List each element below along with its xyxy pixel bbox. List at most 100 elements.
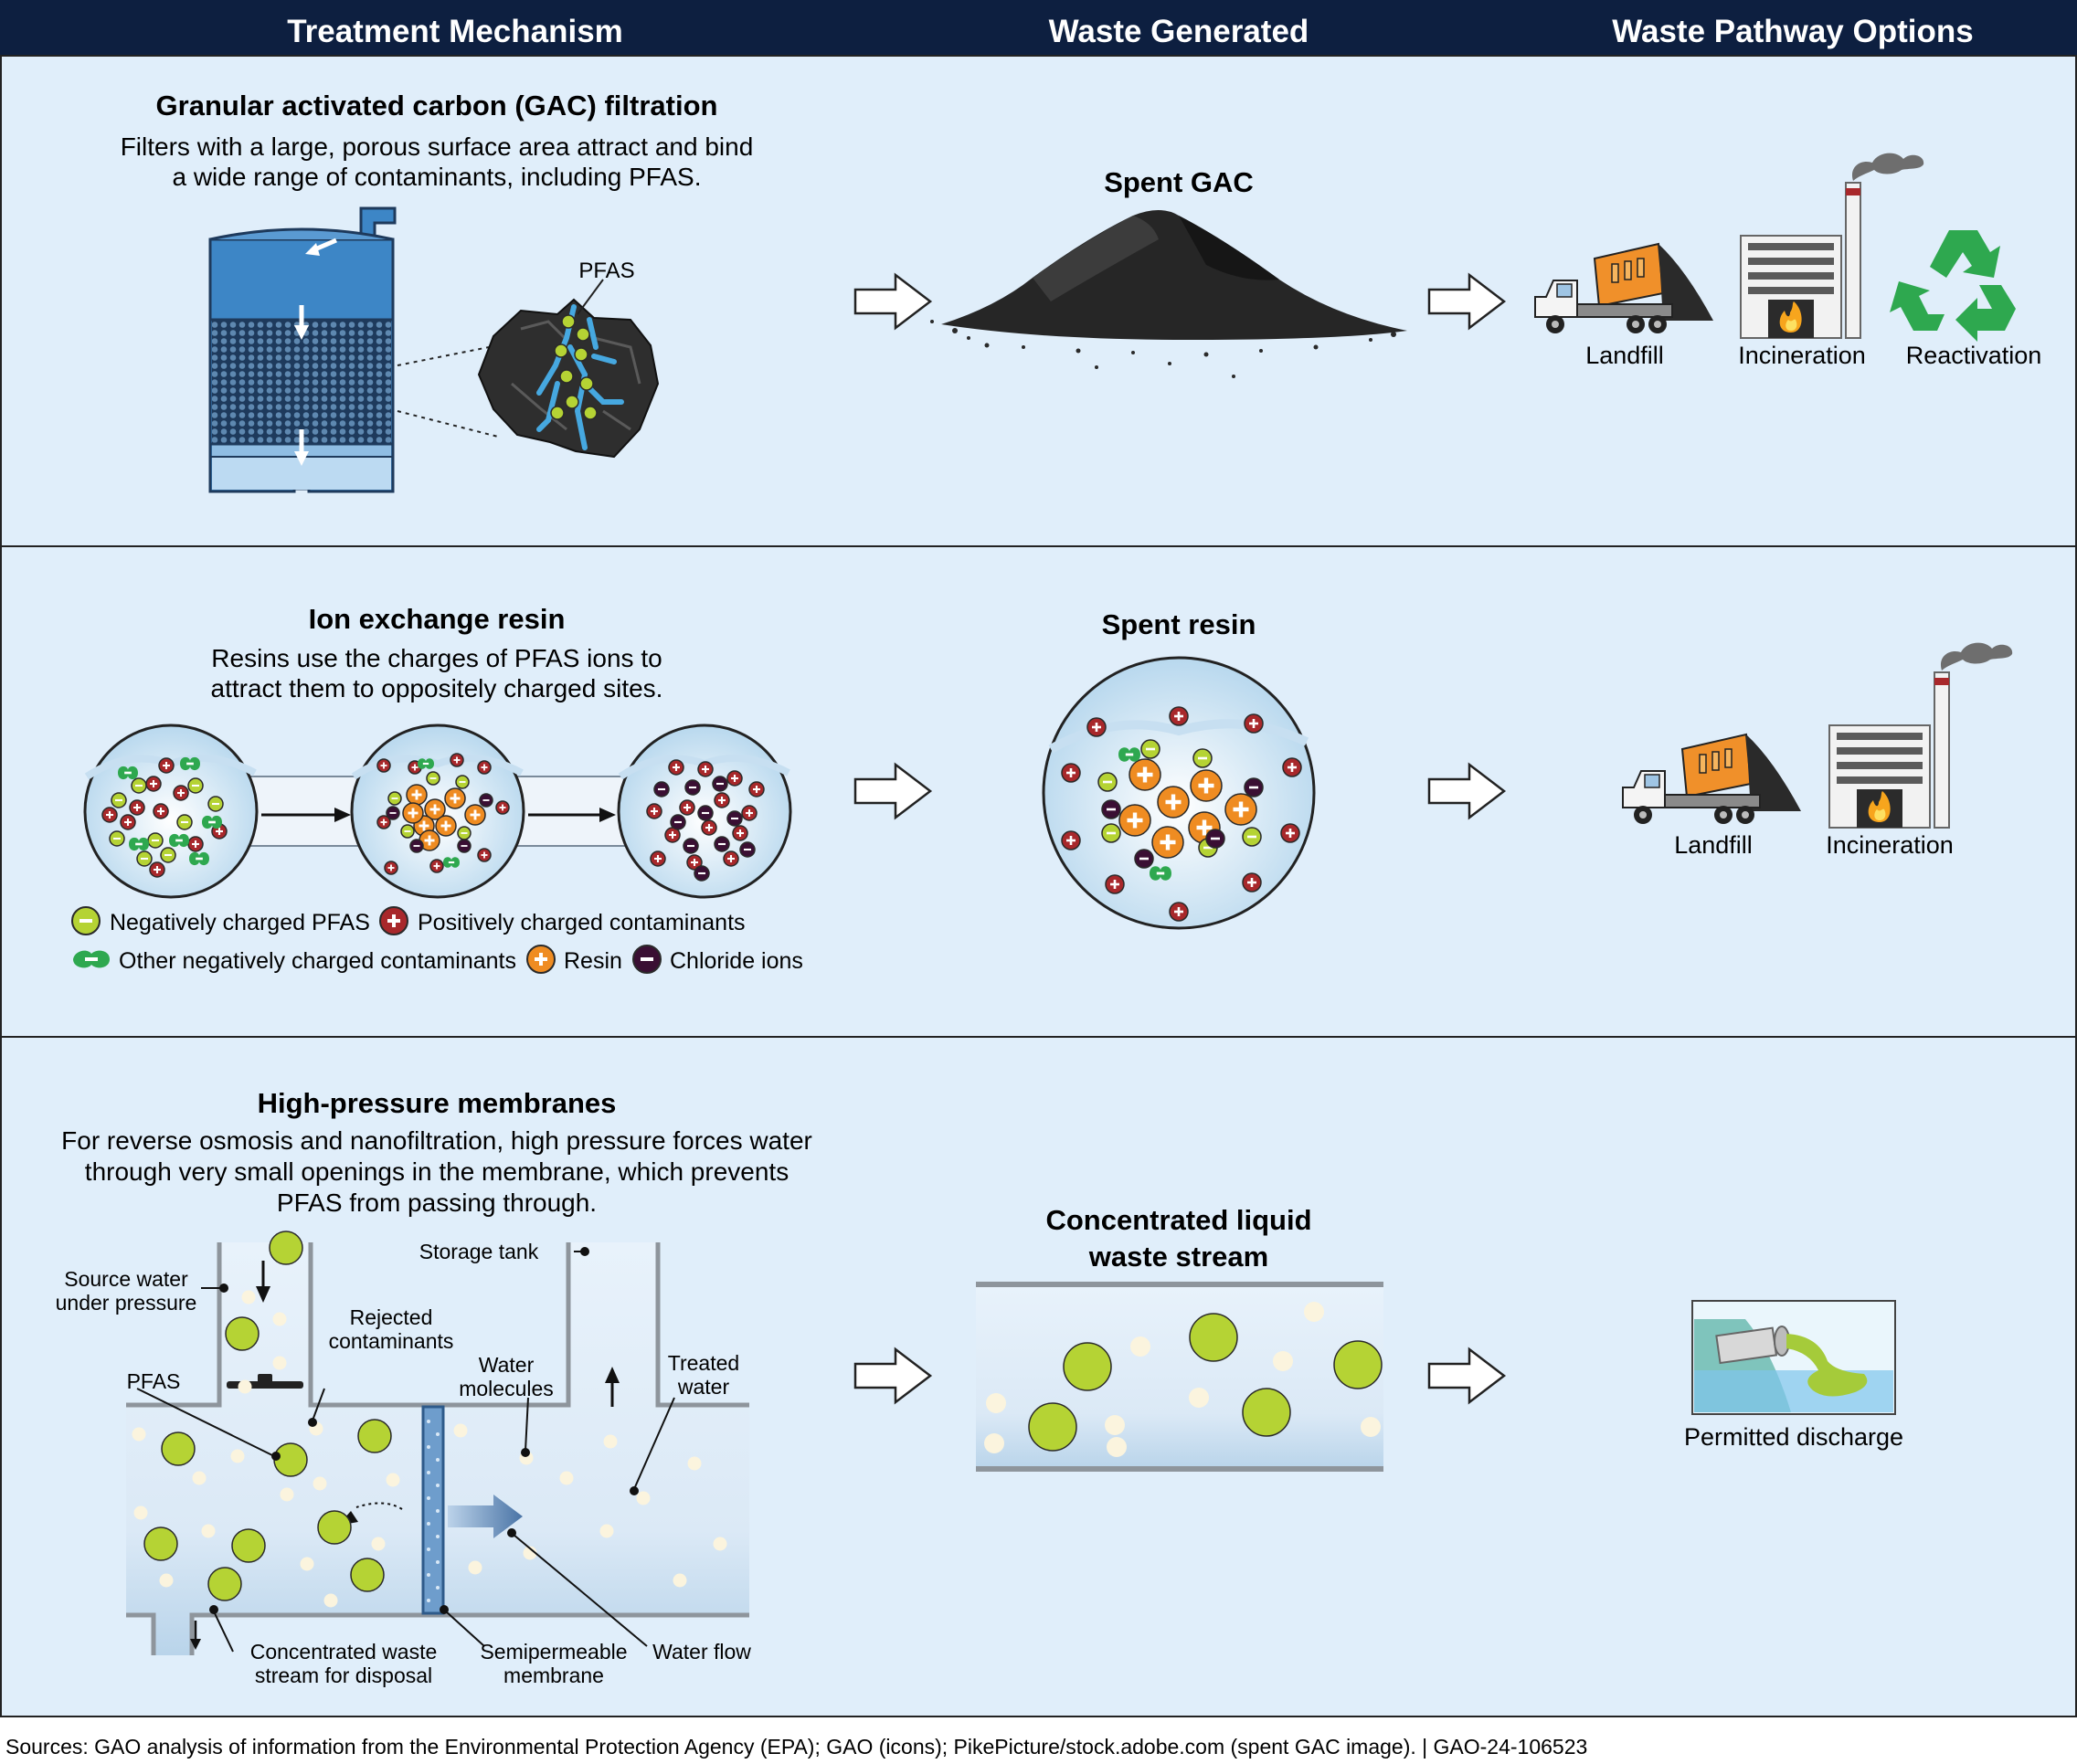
membrane-callouts (136, 1251, 675, 1653)
gac-option-reactivation: Reactivation (1906, 342, 2042, 369)
chl-particle (714, 836, 730, 852)
chl-particle (1134, 849, 1154, 869)
chl-particle (697, 805, 714, 821)
neg-particle (109, 830, 125, 847)
chl-particle (670, 814, 686, 830)
other-particle (118, 766, 138, 780)
spent-gac-pile-image (930, 210, 1407, 378)
ion-option-landfill: Landfill (1674, 831, 1753, 859)
ion-particles (101, 753, 765, 882)
pfas-particle (350, 1558, 385, 1592)
pos-particle (1242, 872, 1262, 893)
pos-particle (1169, 902, 1189, 922)
water-molecule (1189, 1388, 1209, 1408)
legend-pos-contaminant-icon (379, 906, 408, 935)
membrane-desc-line3: PFAS from passing through. (277, 1188, 597, 1217)
resin-particle (1224, 793, 1257, 826)
neg-particle (187, 777, 204, 794)
pos-particle (145, 776, 162, 792)
chl-particle (694, 865, 710, 882)
other-particle (129, 837, 149, 851)
chl-particle (683, 838, 699, 854)
other-particle (443, 857, 460, 868)
label-rejected-2: contaminants (329, 1329, 454, 1353)
neg-particle (387, 791, 402, 806)
water-molecule (986, 1393, 1006, 1413)
label-source-water-2: under pressure (56, 1291, 197, 1315)
water-molecule (192, 1471, 207, 1485)
water-molecule (313, 1476, 327, 1491)
resin-particle (444, 787, 466, 809)
pfas-particle (143, 1526, 178, 1561)
pos-particle (129, 799, 145, 816)
water-molecule (1304, 1302, 1324, 1322)
chl-particle (653, 781, 670, 797)
water-molecule (673, 1573, 687, 1588)
recycle-icon (1890, 230, 2016, 342)
pos-particle (723, 850, 739, 867)
pos-particle (1061, 763, 1081, 783)
neg-particle (426, 771, 440, 786)
zoom-line-bottom (397, 410, 499, 438)
pfas-pointer (577, 279, 604, 315)
water-molecule (272, 1312, 287, 1326)
resin-particle (1151, 826, 1184, 859)
pos-particle (650, 850, 666, 867)
other-particle (202, 815, 222, 829)
carbon-granule (477, 298, 660, 459)
label-semipermeable-1: Semipermeable (480, 1640, 627, 1664)
pos-particle (376, 758, 391, 773)
other-particle (1150, 866, 1171, 881)
membrane-desc-line1: For reverse osmosis and nanofiltration, … (61, 1126, 812, 1155)
ion-legend: Negatively charged PFAS Positively charg… (71, 906, 803, 974)
resin-particle (1129, 758, 1161, 791)
water-molecule (371, 1537, 386, 1551)
pfas-particle (207, 1567, 242, 1601)
neg-particle (457, 826, 472, 840)
ion-circle-input (83, 724, 259, 899)
neg-particle (1242, 827, 1262, 847)
water-molecule (1107, 1437, 1127, 1457)
ion-desc-line2: attract them to oppositely charged sites… (211, 674, 663, 702)
chl-particle (479, 793, 493, 808)
resin-particle (406, 784, 428, 806)
other-particle (180, 756, 200, 771)
pos-particle (686, 854, 703, 871)
water-molecule (687, 1456, 702, 1471)
pfas-particle (225, 1316, 260, 1351)
other-particle (169, 833, 189, 848)
water-molecule (1105, 1415, 1125, 1435)
pfas-particle (269, 1231, 303, 1265)
resin-particle (1190, 769, 1223, 802)
pos-particle (1244, 713, 1264, 734)
gac-option-landfill: Landfill (1585, 342, 1664, 369)
gac-desc-line1: Filters with a large, porous surface are… (121, 132, 754, 161)
water-molecule (159, 1573, 174, 1588)
ion-pipe-2 (511, 776, 631, 847)
pos-particle (1105, 874, 1125, 894)
header-treatment-mechanism: Treatment Mechanism (287, 14, 623, 49)
other-particle (1118, 747, 1140, 762)
legend-other-neg-label: Other negatively charged contaminants (119, 948, 516, 974)
pos-particle (495, 800, 510, 815)
water-molecule (238, 1379, 252, 1394)
pipe-outfall-icon (1691, 1300, 1896, 1415)
pos-particle (120, 814, 136, 830)
pos-particle (477, 760, 492, 775)
pos-particle (149, 861, 165, 878)
membrane-particles (132, 1231, 727, 1608)
footer-sources: Sources: GAO analysis of information fro… (5, 1735, 1587, 1759)
label-pfas: PFAS (127, 1369, 181, 1393)
chl-particle (457, 839, 472, 853)
pos-particle (1169, 706, 1189, 726)
water-molecule (559, 1471, 574, 1485)
water-molecule (280, 1487, 294, 1502)
legend-resin-icon (526, 945, 556, 974)
membrane-desc-line2: through very small openings in the membr… (85, 1157, 789, 1186)
pfas-particle (1189, 1313, 1238, 1362)
legend-other-neg-icon (73, 950, 110, 968)
pos-particle (101, 807, 118, 823)
water-molecule (1130, 1336, 1150, 1357)
neg-particle (160, 847, 176, 863)
ion-option-incineration: Incineration (1826, 831, 1954, 859)
